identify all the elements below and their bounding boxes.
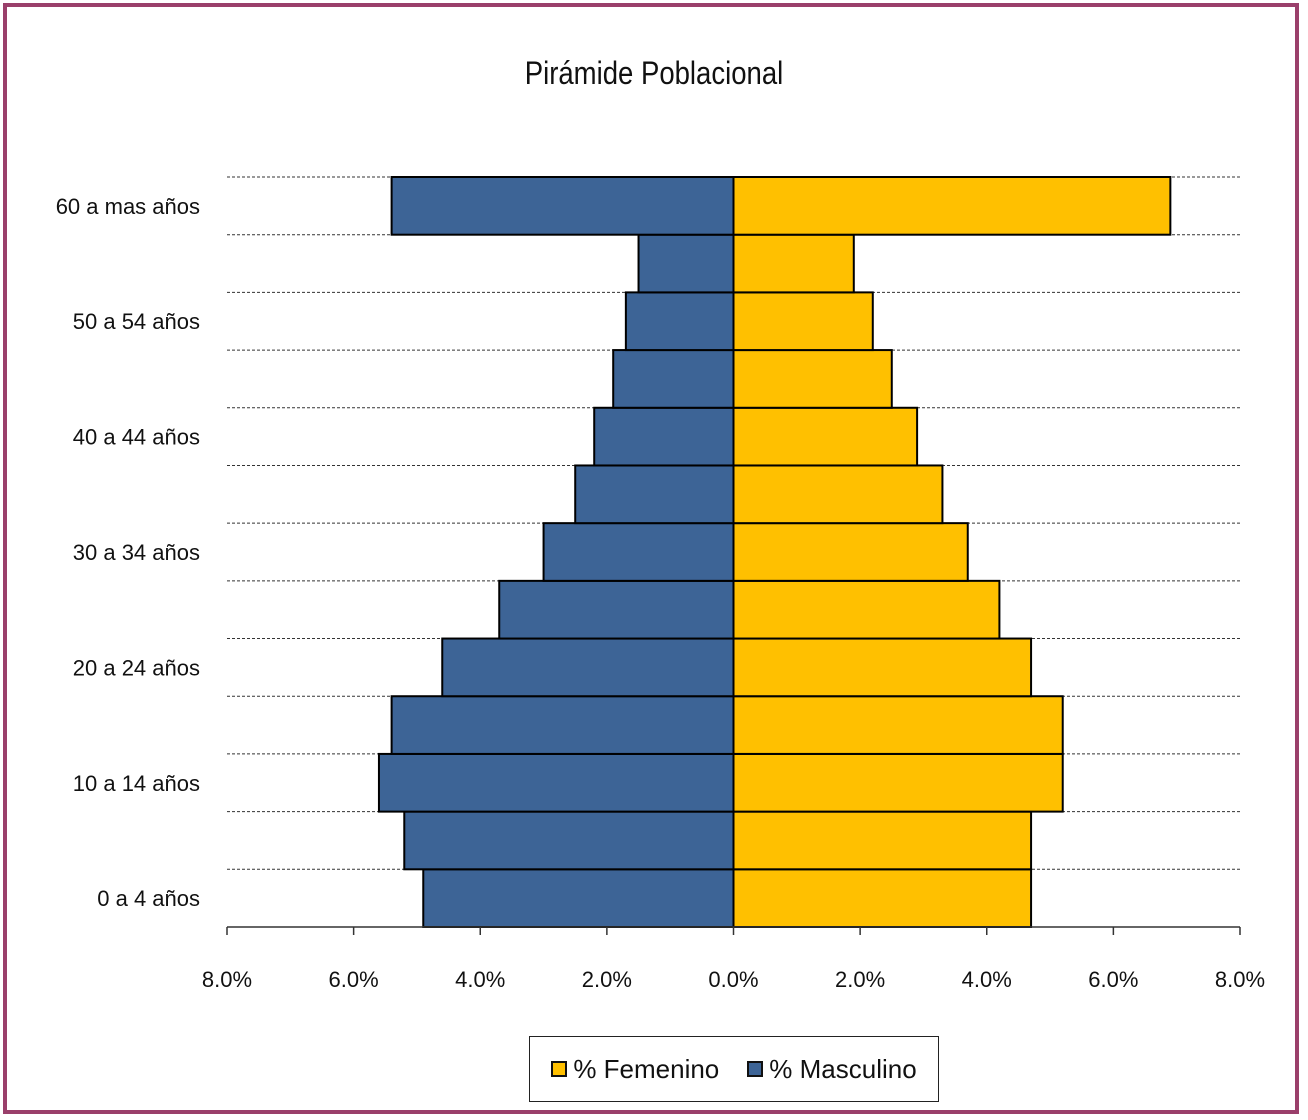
legend-swatch-femenino bbox=[551, 1061, 568, 1077]
x-tick-label: 6.0% bbox=[1088, 967, 1138, 992]
x-tick-label: 0.0% bbox=[708, 967, 758, 992]
bar-masculino bbox=[441, 637, 735, 698]
bar-femenino bbox=[732, 522, 969, 582]
bar-masculino bbox=[377, 752, 735, 813]
bar-masculino bbox=[403, 810, 735, 871]
x-tick-label: 4.0% bbox=[962, 967, 1012, 992]
x-tick-label: 2.0% bbox=[835, 967, 885, 992]
y-category-label: 0 a 4 años bbox=[97, 886, 200, 911]
bar-femenino bbox=[732, 291, 874, 352]
x-tick-label: 2.0% bbox=[582, 967, 632, 992]
bar-femenino bbox=[732, 868, 1033, 928]
bar-femenino bbox=[732, 637, 1033, 698]
bar-femenino bbox=[732, 233, 855, 294]
x-tick-label: 8.0% bbox=[1215, 967, 1265, 992]
x-tick-label: 4.0% bbox=[455, 967, 505, 992]
bar-femenino bbox=[732, 349, 893, 409]
y-category-label: 30 a 34 años bbox=[73, 540, 200, 565]
chart-legend: % Femenino % Masculino bbox=[529, 1036, 939, 1102]
bar-masculino bbox=[498, 579, 735, 640]
y-category-label: 20 a 24 años bbox=[73, 655, 200, 680]
bar-masculino bbox=[390, 695, 735, 755]
y-category-label: 50 a 54 años bbox=[73, 309, 200, 334]
y-category-label: 60 a mas años bbox=[56, 194, 200, 219]
bar-masculino bbox=[637, 233, 735, 294]
legend-label-masculino: % Masculino bbox=[769, 1053, 917, 1084]
bar-femenino bbox=[732, 695, 1064, 755]
bar-masculino bbox=[422, 868, 735, 928]
y-category-label: 10 a 14 años bbox=[73, 771, 200, 796]
legend-item-femenino: % Femenino bbox=[551, 1054, 719, 1085]
bar-masculino bbox=[574, 464, 735, 525]
bar-femenino bbox=[732, 579, 1001, 640]
legend-label-femenino: % Femenino bbox=[573, 1053, 720, 1084]
bar-femenino bbox=[732, 810, 1033, 871]
chart-title: Pirámide Poblacional bbox=[524, 55, 784, 91]
bar-masculino bbox=[542, 522, 735, 582]
bar-masculino bbox=[624, 291, 735, 352]
legend-item-masculino: % Masculino bbox=[747, 1053, 917, 1085]
bar-femenino bbox=[732, 406, 919, 467]
bar-femenino bbox=[732, 176, 1172, 236]
bar-femenino bbox=[732, 464, 944, 525]
bar-femenino bbox=[732, 752, 1064, 813]
x-tick-label: 8.0% bbox=[202, 967, 252, 992]
bar-masculino bbox=[593, 406, 735, 467]
bar-masculino bbox=[390, 176, 735, 236]
bar-masculino bbox=[612, 349, 735, 409]
legend-swatch-masculino bbox=[747, 1061, 764, 1077]
x-tick-label: 6.0% bbox=[329, 967, 379, 992]
y-category-label: 40 a 44 años bbox=[73, 425, 200, 450]
